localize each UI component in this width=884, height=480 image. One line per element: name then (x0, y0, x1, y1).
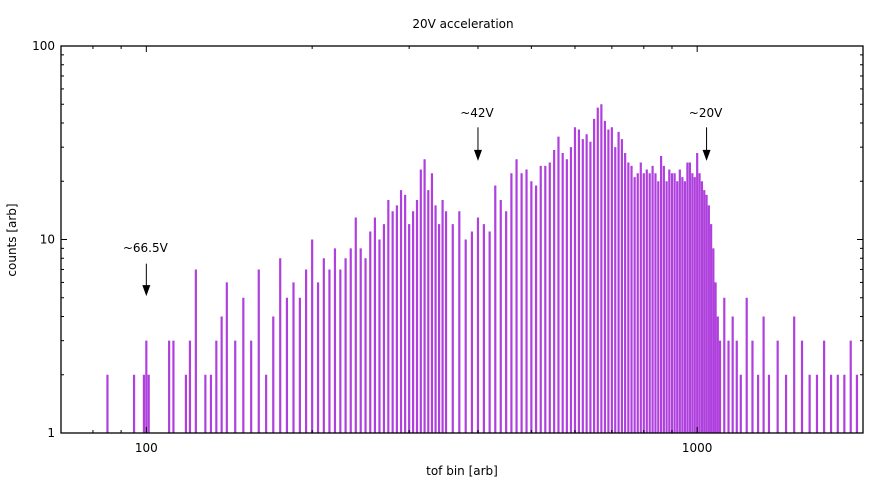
annotation-arrow-head (473, 149, 482, 161)
annotation-arrow-head (702, 149, 711, 161)
annotations: ~66.5V ~42V ~20V (123, 106, 723, 297)
annotation-arrow-head (142, 285, 151, 297)
annotation-label: ~66.5V (123, 241, 169, 255)
chart-title: 20V acceleration (412, 17, 513, 31)
x-tick-label: 100 (135, 441, 158, 455)
y-tick-label: 1 (47, 426, 55, 440)
axis-ticks: 1 10 100 100 1000 (32, 39, 863, 455)
plot-frame (60, 45, 864, 434)
y-tick-label: 10 (40, 233, 55, 247)
annotation-label: ~20V (689, 106, 723, 120)
x-axis-label: tof bin [arb] (426, 464, 498, 478)
annotation-label: ~42V (460, 106, 494, 120)
x-tick-label: 1000 (682, 441, 713, 455)
y-tick-label: 100 (32, 39, 55, 53)
y-axis-label: counts [arb] (5, 203, 19, 276)
bars (106, 104, 859, 433)
